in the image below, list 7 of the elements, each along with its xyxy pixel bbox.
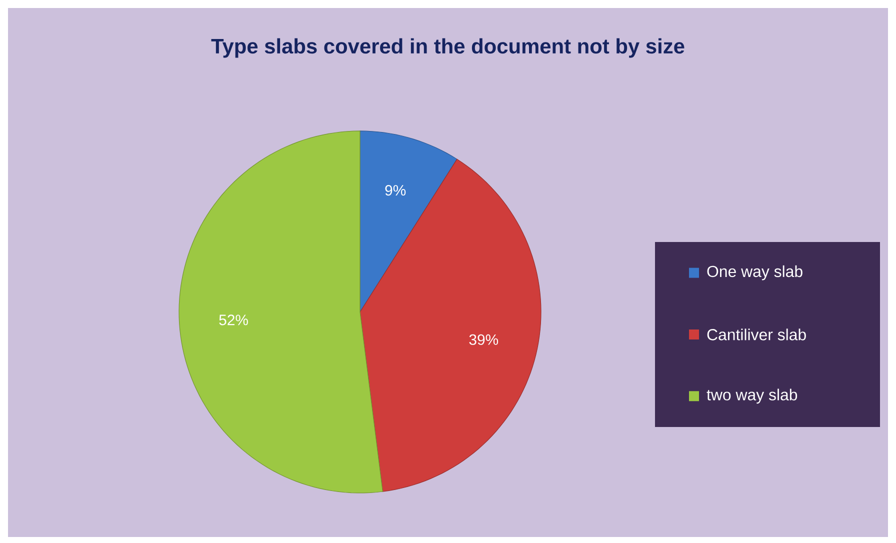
data-label: 9% [385, 185, 406, 196]
legend-label: Cantiliver slab [707, 328, 806, 340]
legend-label: One way slab [707, 265, 802, 280]
chart-title: Type slabs covered in the document not by size [211, 38, 684, 58]
data-label: 39% [469, 334, 498, 345]
data-label: 52% [219, 314, 248, 326]
legend-label: two way slab [706, 388, 798, 404]
